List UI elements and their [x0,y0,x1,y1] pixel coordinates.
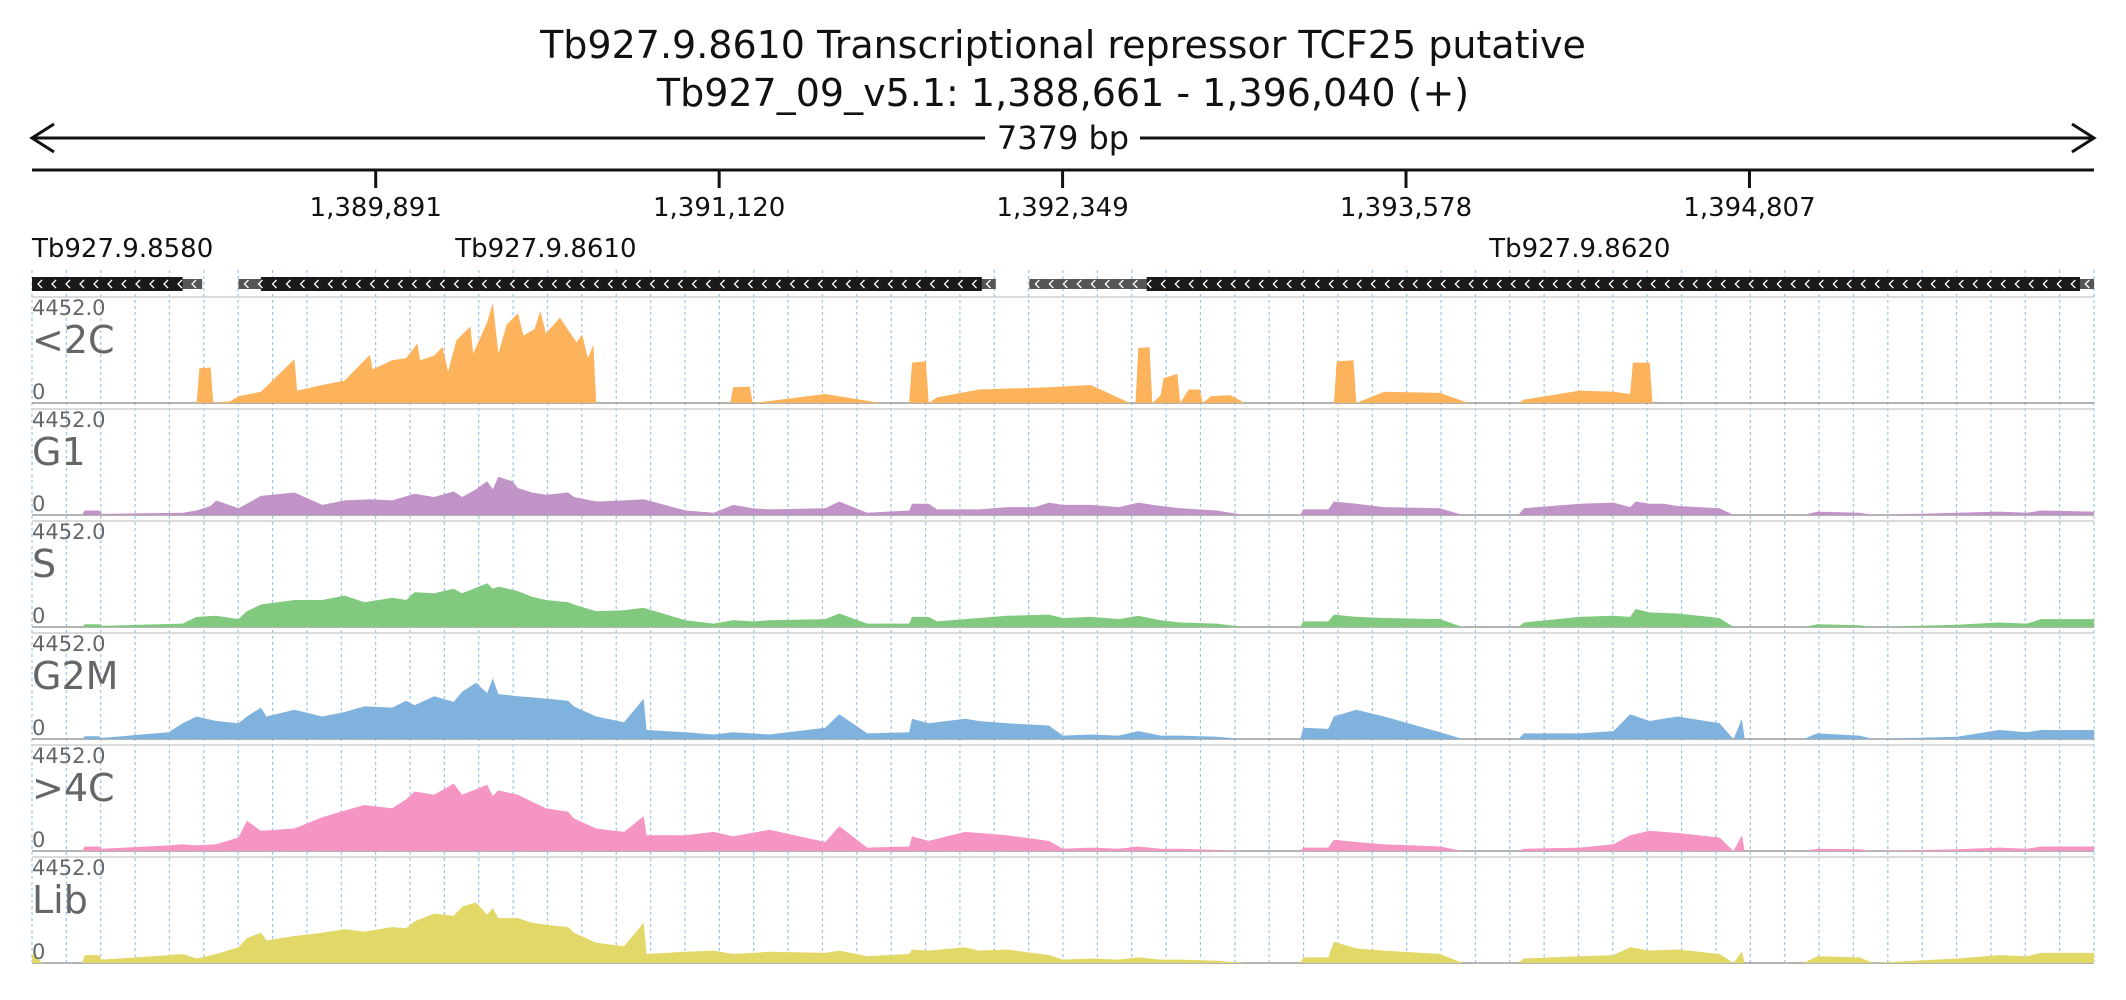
gene-cds-2 [1146,277,2081,291]
y-max-label-3: 4452.0 [32,632,105,656]
coverage-area-5 [32,902,2094,963]
track-0: 4452.0 0 <2C [32,296,2094,404]
y-max-label-1: 4452.0 [32,408,105,432]
y-min-label-0: 0 [32,380,45,404]
track-3: 4452.0 0 G2M [32,632,2094,740]
series-name-1: G1 [32,430,86,474]
series-name-4: >4C [32,766,115,810]
span-arrow-left [29,122,55,154]
x-tick-label-0: 1,389,891 [310,193,442,223]
chart-title-line1: Tb927.9.8610 Transcriptional repressor T… [539,23,1586,67]
gene-label-1: Tb927.9.8610 [454,234,636,264]
gene-strand-arrows-2 [1034,279,2090,289]
gene-strand-arrows-1 [243,279,991,289]
x-tick-label-2: 1,392,349 [996,193,1128,223]
track-4: 4452.0 0 >4C [32,744,2094,852]
y-max-label-0: 4452.0 [32,296,105,320]
coverage-area-1 [32,476,2094,515]
span-arrow-right [2071,122,2097,154]
track-2: 4452.0 0 S [32,520,2094,628]
x-tick-label-3: 1,393,578 [1340,193,1472,223]
gene-label-2: Tb927.9.8620 [1488,234,1670,264]
coverage-area-4 [32,783,2094,851]
y-max-label-2: 4452.0 [32,520,105,544]
coverage-area-3 [32,678,2094,739]
y-min-label-5: 0 [32,940,45,964]
y-min-label-1: 0 [32,492,45,516]
x-tick-label-4: 1,394,807 [1683,193,1815,223]
track-1: 4452.0 0 G1 [32,408,2094,516]
position-axis: 1,389,891 1,391,120 1,392,349 1,393,578 1,39… [32,168,2094,223]
coverage-area-0 [32,303,2094,403]
chart-title-line2: Tb927_09_v5.1: 1,388,661 - 1,396,040 (+) [656,71,1469,115]
y-max-label-5: 4452.0 [32,856,105,880]
coverage-tracks: 4452.00<2C4452.00G14452.00S4452.00G2M445… [32,296,2094,964]
gene-track: Tb927.9.8580 Tb927.9.8610 Tb927.9.8620 [31,234,2094,291]
y-min-label-4: 0 [32,828,45,852]
series-name-0: <2C [32,318,115,362]
gene-strand-arrows-0 [37,279,197,289]
x-tick-label-1: 1,391,120 [653,193,785,223]
track-5: 4452.0 0 Lib [32,856,2094,964]
gene-cds-1 [260,277,982,291]
span-label: 7379 bp [997,119,1129,157]
series-name-2: S [32,542,56,586]
coverage-area-2 [32,583,2094,627]
span-ruler: 7379 bp [29,119,2097,157]
y-min-label-2: 0 [32,604,45,628]
y-max-label-4: 4452.0 [32,744,105,768]
gene-label-0: Tb927.9.8580 [31,234,213,264]
series-name-5: Lib [32,878,88,922]
y-min-label-3: 0 [32,716,45,740]
series-name-3: G2M [32,654,118,698]
